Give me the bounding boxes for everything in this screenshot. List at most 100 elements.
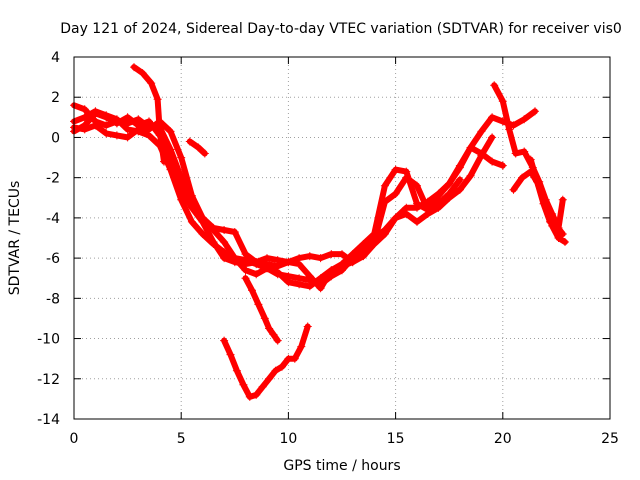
y-tick-label: -14 <box>37 412 60 428</box>
data-point <box>209 240 218 248</box>
data-point <box>505 125 514 134</box>
data-point <box>232 366 241 375</box>
data-point <box>273 336 282 345</box>
data-point <box>80 113 89 122</box>
data-point <box>269 330 278 339</box>
data-point <box>177 195 186 204</box>
data-point <box>558 195 567 204</box>
series-track-h <box>220 322 312 401</box>
data-point <box>455 161 464 170</box>
data-point <box>230 254 239 263</box>
data-point <box>552 221 561 230</box>
data-point <box>488 157 497 166</box>
series-track-i <box>490 81 567 232</box>
data-point <box>391 189 400 198</box>
y-tick-labels: -14 -12 -10 -8 -6 -4 -2 0 2 4 <box>37 50 60 428</box>
data-point <box>265 374 274 383</box>
y-tick-label: 2 <box>51 90 60 106</box>
data-point <box>166 165 175 174</box>
data-point <box>134 125 143 134</box>
data-point <box>511 149 520 158</box>
data-point <box>327 250 336 259</box>
x-tick-labels: 0 5 10 15 20 25 <box>70 431 619 447</box>
data-point <box>273 270 282 279</box>
data-point <box>498 161 507 170</box>
data-point <box>370 238 379 246</box>
y-tick-label: -12 <box>37 372 60 388</box>
data-point <box>295 274 304 283</box>
data-point <box>220 238 229 246</box>
series-track <box>491 82 566 231</box>
data-point <box>533 177 542 186</box>
data-point <box>554 234 563 242</box>
data-point <box>91 107 100 116</box>
data-point <box>305 252 314 261</box>
data-point <box>558 230 567 238</box>
x-tick-label: 10 <box>279 431 297 447</box>
x-tick-label: 25 <box>601 431 619 447</box>
data-point <box>466 143 475 152</box>
data-point <box>466 171 475 180</box>
series-track-f <box>185 137 209 158</box>
data-point <box>130 63 138 72</box>
y-tick-label: -4 <box>46 211 60 227</box>
data-point <box>198 230 207 238</box>
data-point <box>254 300 263 309</box>
data-point <box>380 181 389 190</box>
data-point <box>498 97 507 106</box>
data-point <box>80 105 89 114</box>
data-series <box>70 63 569 401</box>
y-tick-label: 0 <box>51 130 60 146</box>
data-point <box>488 113 497 122</box>
data-point <box>561 238 569 246</box>
data-point <box>177 153 186 162</box>
data-point <box>198 213 207 222</box>
y-tick-label: -8 <box>46 291 60 307</box>
grid-lines <box>74 57 610 419</box>
data-point <box>220 226 229 234</box>
data-point <box>252 390 261 399</box>
data-point <box>278 362 286 371</box>
x-tick-label: 0 <box>70 431 79 447</box>
data-point <box>316 254 325 263</box>
data-point <box>295 260 304 269</box>
data-point <box>145 125 153 134</box>
series-track <box>527 156 566 237</box>
data-point <box>166 145 175 154</box>
data-point <box>241 266 250 275</box>
data-point <box>239 380 248 389</box>
y-tick-label: 4 <box>51 50 60 66</box>
data-point <box>370 230 379 238</box>
data-point <box>241 250 250 259</box>
data-point <box>520 115 529 124</box>
data-point <box>413 181 421 190</box>
data-point <box>134 115 143 124</box>
chart-title: Day 121 of 2024, Sidereal Day-to-day VTE… <box>60 21 622 37</box>
data-point <box>112 131 121 140</box>
data-point <box>402 167 411 176</box>
data-point <box>80 125 89 134</box>
x-tick-label: 15 <box>387 431 405 447</box>
data-point <box>327 266 336 275</box>
data-point <box>123 133 132 142</box>
data-point <box>185 137 194 146</box>
axis-ticks <box>73 56 611 420</box>
y-tick-label: -2 <box>46 171 60 187</box>
data-point <box>445 189 454 198</box>
plot-frame <box>73 56 611 420</box>
data-point <box>102 121 111 130</box>
y-axis-label: SDTVAR / TECUs <box>7 181 23 296</box>
data-point <box>518 173 527 182</box>
data-point <box>539 199 548 208</box>
data-point <box>187 217 196 226</box>
series-track-k <box>526 155 567 238</box>
data-point <box>187 191 196 200</box>
data-point <box>260 314 269 323</box>
data-point <box>284 258 293 267</box>
data-point <box>490 81 499 90</box>
data-point <box>423 205 432 214</box>
data-point <box>434 191 443 200</box>
data-point <box>284 272 293 281</box>
data-point <box>402 209 411 218</box>
